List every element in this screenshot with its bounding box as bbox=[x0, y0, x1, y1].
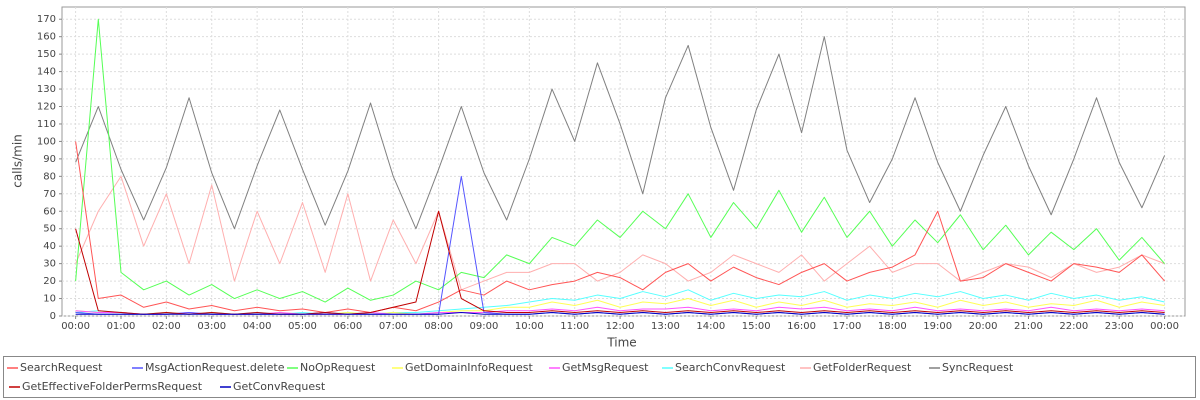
x-tick-label: 12:00 bbox=[606, 321, 635, 332]
y-tick-label: 10 bbox=[43, 294, 56, 305]
y-tick-label: 140 bbox=[37, 67, 56, 78]
y-tick-label: 150 bbox=[37, 49, 56, 60]
series-line bbox=[75, 141, 1165, 314]
x-tick-label: 16:00 bbox=[787, 321, 816, 332]
series-line bbox=[75, 18, 1165, 303]
y-tick-label: 70 bbox=[43, 189, 56, 200]
x-tick-label: 09:00 bbox=[470, 321, 499, 332]
x-tick-label: 15:00 bbox=[742, 321, 771, 332]
legend-label: GetDomainInfoRequest bbox=[405, 361, 533, 374]
grid bbox=[62, 7, 1185, 317]
x-tick-label: 03:00 bbox=[197, 321, 226, 332]
y-tick-label: 50 bbox=[43, 224, 56, 235]
y-tick-label: 30 bbox=[43, 259, 56, 270]
y-tick-label: 60 bbox=[43, 206, 56, 217]
y-tick-label: 170 bbox=[37, 14, 56, 25]
y-tick-label: 100 bbox=[37, 136, 56, 147]
x-tick-label: 21:00 bbox=[1014, 321, 1043, 332]
x-tick-label: 00:00 bbox=[1150, 321, 1179, 332]
x-tick-label: 04:00 bbox=[243, 321, 272, 332]
legend-label: SyncRequest bbox=[942, 361, 1014, 374]
x-tick-label: 13:00 bbox=[651, 321, 680, 332]
x-tick-label: 07:00 bbox=[379, 321, 408, 332]
y-tick-label: 90 bbox=[43, 154, 56, 165]
legend-label: SearchRequest bbox=[20, 361, 103, 374]
series-line bbox=[75, 312, 1165, 315]
y-tick-label: 80 bbox=[43, 171, 56, 182]
y-tick-label: 0 bbox=[50, 311, 56, 322]
series-line bbox=[75, 210, 1165, 315]
x-tick-label: 20:00 bbox=[969, 321, 998, 332]
legend-label: GetConvRequest bbox=[233, 380, 326, 393]
x-axis-label: Time bbox=[606, 336, 636, 350]
x-tick-label: 02:00 bbox=[152, 321, 181, 332]
series-line bbox=[75, 175, 1165, 291]
y-tick-label: 160 bbox=[37, 32, 56, 43]
x-tick-label: 10:00 bbox=[515, 321, 544, 332]
y-tick-label: 20 bbox=[43, 276, 56, 287]
legend-label: SearchConvRequest bbox=[675, 361, 786, 374]
x-tick-label: 11:00 bbox=[560, 321, 589, 332]
legend-label: GetFolderRequest bbox=[813, 361, 912, 374]
x-tick-label: 23:00 bbox=[1105, 321, 1134, 332]
legend-box bbox=[3, 356, 1196, 398]
x-tick-label: 06:00 bbox=[333, 321, 362, 332]
y-tick-label: 40 bbox=[43, 241, 56, 252]
y-tick-label: 110 bbox=[37, 119, 56, 130]
legend-label: NoOpRequest bbox=[300, 361, 376, 374]
y-axis-label: calls/min bbox=[11, 134, 25, 188]
x-tick-label: 19:00 bbox=[923, 321, 952, 332]
x-tick-label: 05:00 bbox=[288, 321, 317, 332]
series-line bbox=[75, 36, 1166, 230]
legend-label: GetMsgRequest bbox=[562, 361, 649, 374]
x-tick-label: 18:00 bbox=[878, 321, 907, 332]
x-tick-label: 17:00 bbox=[833, 321, 862, 332]
x-tick-label: 01:00 bbox=[107, 321, 136, 332]
y-tick-label: 120 bbox=[37, 102, 56, 113]
x-tick-label: 08:00 bbox=[424, 321, 453, 332]
legend-label: GetEffectiveFolderPermsRequest bbox=[22, 380, 203, 393]
x-tick-label: 00:00 bbox=[61, 321, 90, 332]
x-tick-label: 22:00 bbox=[1059, 321, 1088, 332]
legend-label: MsgActionRequest.delete bbox=[145, 361, 285, 374]
y-tick-label: 130 bbox=[37, 84, 56, 95]
plot-area bbox=[61, 6, 1186, 317]
x-tick-label: 14:00 bbox=[696, 321, 725, 332]
